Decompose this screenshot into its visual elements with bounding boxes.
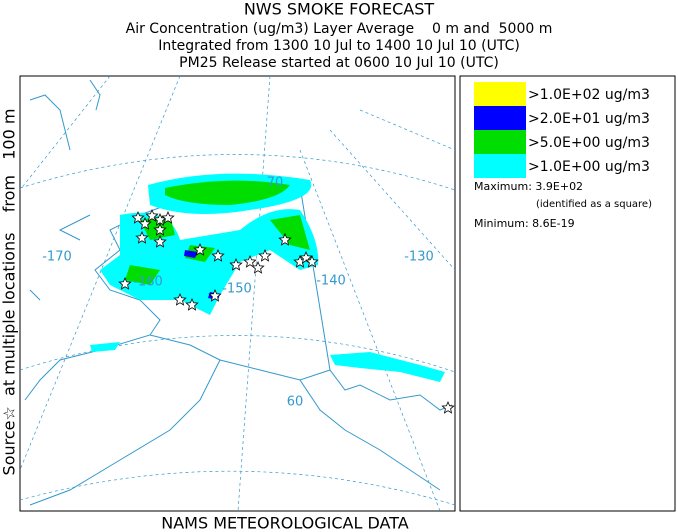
- source-star: [258, 248, 272, 262]
- source-star: [208, 288, 222, 302]
- subtitle: Air Concentration (ug/m3) Layer Average …: [126, 21, 553, 37]
- minimum: Minimum: 8.6E-19: [474, 217, 575, 230]
- legend-swatch: [474, 82, 526, 106]
- side-label: Source☆ at multiple locations from 100 m: [0, 109, 19, 476]
- graticule-label: -130: [404, 250, 434, 265]
- subtitle: PM25 Release started at 0600 10 Jul 10 (…: [179, 55, 499, 71]
- legend-label: >5.0E+00 ug/m3: [528, 135, 650, 151]
- legend-swatch: [474, 154, 526, 178]
- source-star: [131, 210, 145, 224]
- source-star: [153, 234, 167, 248]
- source-star: [138, 216, 152, 230]
- legend-label: >2.0E+01 ug/m3: [528, 111, 650, 127]
- graticule-label: -160: [133, 275, 163, 290]
- source-star: [229, 257, 243, 271]
- smoke-area: [165, 180, 290, 205]
- legend-swatch: [474, 106, 526, 130]
- source-star: [305, 254, 319, 268]
- maximum: Maximum: 3.9E+02: [474, 180, 583, 193]
- graticule-label: -140: [316, 274, 346, 289]
- source-star: [441, 400, 455, 414]
- smoke-area: [125, 215, 310, 285]
- source-star: [243, 254, 257, 268]
- source-star: [211, 248, 225, 262]
- source-star: [161, 210, 175, 224]
- map: -170 -160 -150 -140 -130 70 60: [19, 75, 456, 512]
- graticule-label: -150: [222, 282, 252, 297]
- footer: NAMS METEOROLOGICAL DATA: [161, 514, 409, 532]
- title: NWS SMOKE FORECAST: [244, 0, 435, 19]
- source-star: [173, 292, 187, 306]
- legend-swatch: [474, 130, 526, 154]
- subtitle: Integrated from 1300 10 Jul to 1400 10 J…: [158, 38, 520, 54]
- source-star: [185, 297, 199, 311]
- legend-label: >1.0E+00 ug/m3: [528, 159, 650, 175]
- smoke-area: [90, 342, 445, 382]
- source-star: [135, 230, 149, 244]
- maximum-note: (identified as a square): [536, 199, 652, 210]
- source-star: [278, 232, 292, 246]
- source-star: [251, 260, 265, 274]
- graticule-label: -170: [42, 250, 72, 265]
- legend-label: >1.0E+02 ug/m3: [528, 87, 650, 103]
- graticule-label: 60: [287, 395, 304, 410]
- source-star: [118, 276, 132, 290]
- source-star: [193, 242, 207, 256]
- map-frame: [19, 75, 456, 512]
- source-star: [153, 222, 167, 236]
- graticule-label: 70: [267, 176, 284, 191]
